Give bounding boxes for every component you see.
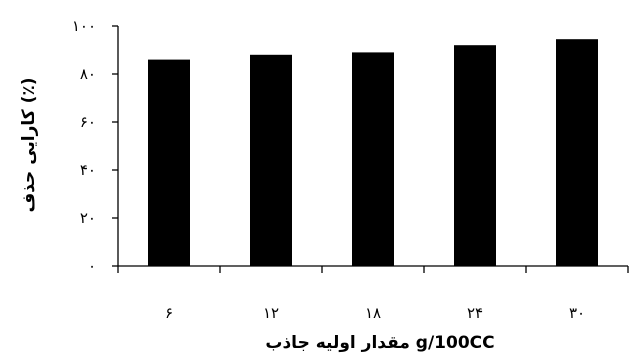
x-axis-title: مقدار اولیه جاذب g/100CC bbox=[265, 333, 494, 353]
x-tick-label: ۲۴ bbox=[467, 304, 483, 322]
y-tick-label: ۴۰ bbox=[80, 161, 96, 179]
y-tick-label: ۲۰ bbox=[80, 209, 96, 227]
y-tick-label: ۸۰ bbox=[80, 65, 96, 83]
plot-area: ۰ ۲۰ ۴۰ ۶۰ ۸۰ ۱۰۰ ۶ ۱۲ ۱۸ ۲۴ ۳۰ bbox=[72, 17, 629, 322]
y-axis-title: کارایی حذف (٪) bbox=[19, 77, 39, 212]
x-tick-label: ۱۲ bbox=[263, 304, 279, 322]
bar bbox=[148, 59, 190, 266]
bar bbox=[352, 52, 394, 267]
bar bbox=[454, 45, 496, 267]
bar bbox=[250, 54, 292, 266]
y-tick-label: ۰ bbox=[88, 257, 96, 275]
y-tick-label: ۱۰۰ bbox=[72, 17, 96, 35]
y-tick-label: ۶۰ bbox=[80, 113, 96, 131]
x-tick-label: ۶ bbox=[165, 304, 173, 322]
x-tick-label: ۳۰ bbox=[569, 304, 585, 322]
x-tick-label: ۱۸ bbox=[365, 304, 381, 322]
bar bbox=[556, 39, 598, 267]
